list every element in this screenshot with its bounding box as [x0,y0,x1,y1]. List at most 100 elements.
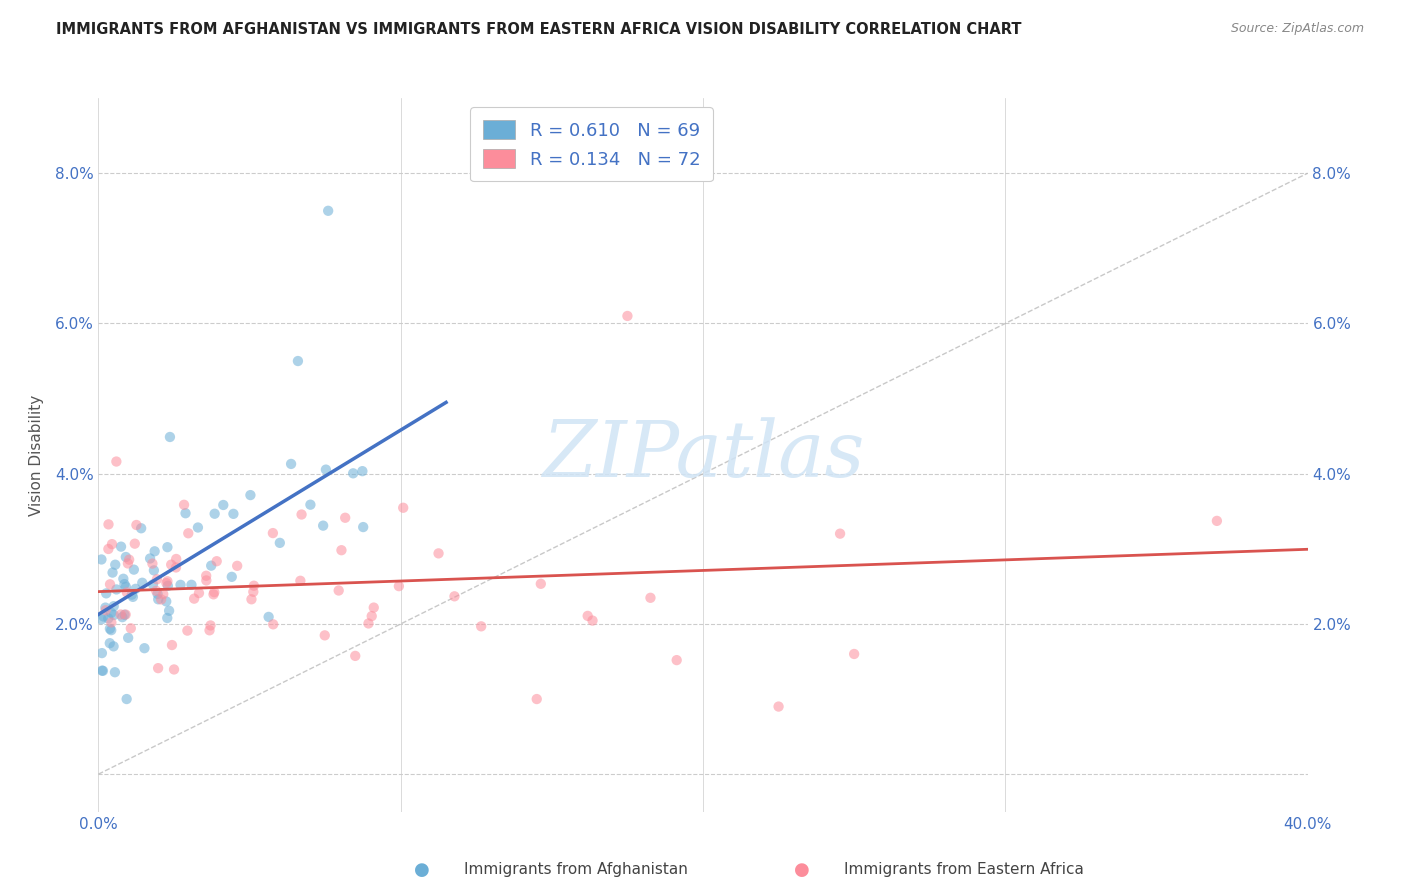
Point [103,640,125,654]
Point [315,462,337,476]
Point [357,616,380,631]
Point [160,638,183,652]
Point [97,517,120,532]
Point [146,587,169,601]
Point [114,607,136,622]
Point [156,611,179,625]
Point [101,566,124,580]
Point [114,577,136,591]
Point [204,507,226,521]
Point [111,610,134,624]
Point [165,552,187,566]
Point [124,582,146,596]
Text: ●: ● [793,861,810,879]
Point [200,558,222,573]
Point [299,498,322,512]
Point [470,619,492,633]
Point [222,507,245,521]
Text: Immigrants from Afghanistan: Immigrants from Afghanistan [464,863,688,877]
Point [1206,514,1229,528]
Point [156,540,179,554]
Point [316,203,339,218]
Point [110,607,132,622]
Point [114,549,136,564]
Point [118,552,141,566]
Point [159,430,181,444]
Point [330,543,353,558]
Point [114,607,136,622]
Point [105,582,128,597]
Point [93,609,115,624]
Point [616,309,638,323]
Point [342,467,364,481]
Point [287,354,309,368]
Point [187,520,209,534]
Point [314,628,336,642]
Point [280,457,302,471]
Point [91,664,114,678]
Point [97,541,120,556]
Point [142,577,165,591]
Point [98,636,121,650]
Point [103,607,125,622]
Point [269,536,291,550]
Text: ●: ● [413,861,430,879]
Point [257,610,280,624]
Point [177,526,200,541]
Point [156,574,179,589]
Point [290,508,312,522]
Point [96,586,118,600]
Point [100,623,122,637]
Point [155,594,177,608]
Point [90,552,112,566]
Point [105,454,128,468]
Point [221,570,243,584]
Point [163,663,186,677]
Point [139,551,162,566]
Point [352,520,374,534]
Point [427,546,450,560]
Point [200,618,222,632]
Point [146,661,169,675]
Point [290,574,312,588]
Point [363,600,385,615]
Point [640,591,662,605]
Point [198,624,221,638]
Point [335,510,357,524]
Point [117,631,139,645]
Point [100,606,122,620]
Point [443,590,465,604]
Point [392,500,415,515]
Point [112,572,135,586]
Point [240,592,263,607]
Point [828,526,851,541]
Point [242,584,264,599]
Point [115,585,138,599]
Point [262,526,284,541]
Point [205,554,228,568]
Point [148,592,170,607]
Point [202,587,225,601]
Point [146,572,169,586]
Text: Source: ZipAtlas.com: Source: ZipAtlas.com [1230,22,1364,36]
Point [530,576,553,591]
Point [312,518,335,533]
Point [344,648,367,663]
Point [90,612,112,626]
Legend: R = 0.610   N = 69, R = 0.134   N = 72: R = 0.610 N = 69, R = 0.134 N = 72 [470,107,713,181]
Point [103,599,125,614]
Point [226,558,249,573]
Point [328,583,350,598]
Point [262,617,284,632]
Point [90,646,112,660]
Point [768,699,790,714]
Text: Immigrants from Eastern Africa: Immigrants from Eastern Africa [844,863,1084,877]
Point [243,579,266,593]
Point [160,558,183,572]
Point [352,464,374,478]
Text: IMMIGRANTS FROM AFGHANISTAN VS IMMIGRANTS FROM EASTERN AFRICA VISION DISABILITY : IMMIGRANTS FROM AFGHANISTAN VS IMMIGRANT… [56,22,1022,37]
Point [239,488,262,502]
Point [100,615,122,630]
Point [131,575,153,590]
Point [142,563,165,577]
